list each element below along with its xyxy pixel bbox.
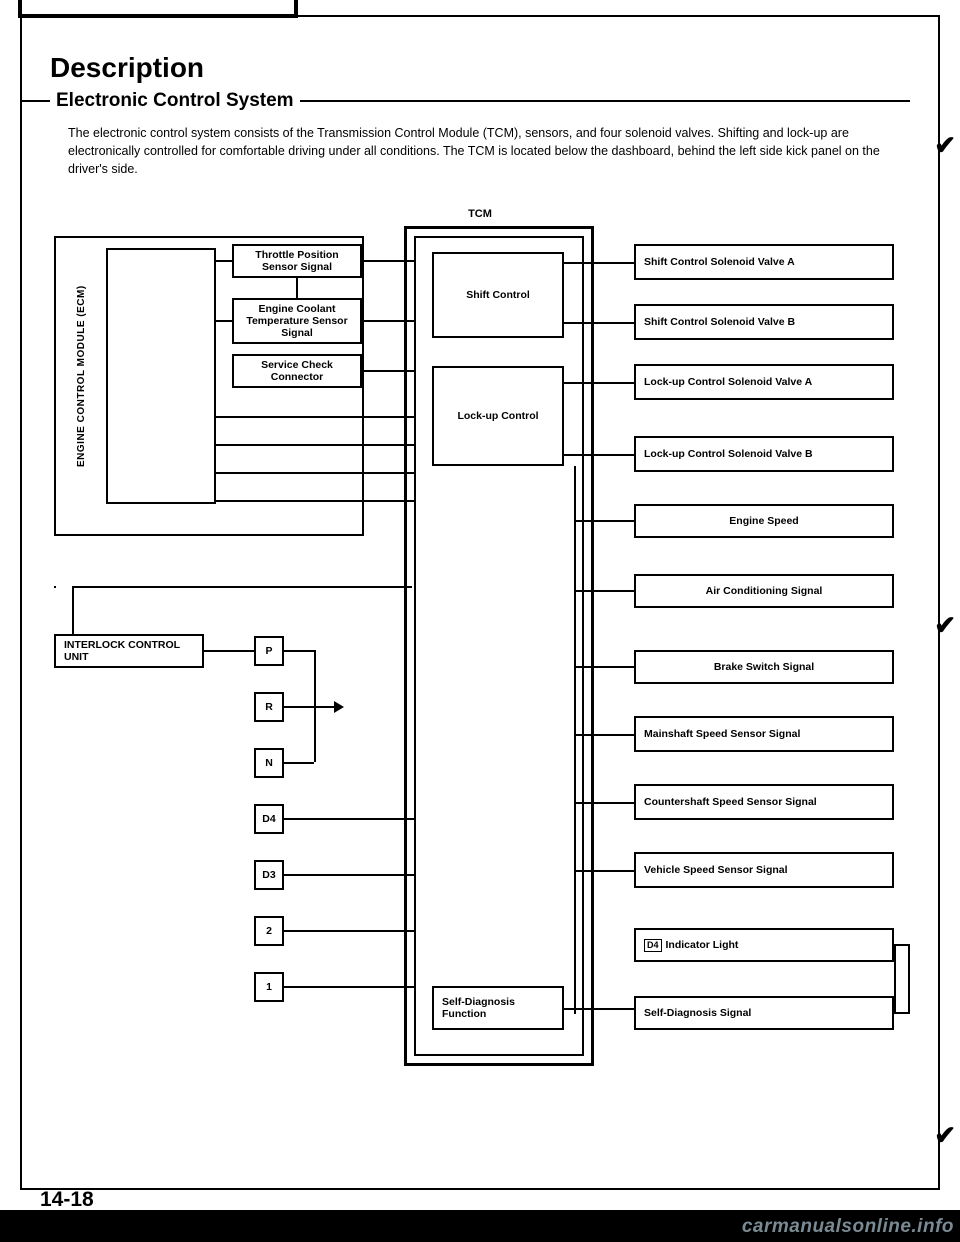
throttle-box: Throttle Position Sensor Signal xyxy=(232,244,362,278)
d4-light-label: Indicator Light xyxy=(666,939,739,951)
wire xyxy=(72,586,412,588)
description-text: The electronic control system consists o… xyxy=(68,124,906,178)
out-d4-light: D4 Indicator Light xyxy=(634,928,894,962)
wire xyxy=(216,320,232,322)
rule-line xyxy=(300,100,910,102)
wire xyxy=(574,666,634,668)
wire xyxy=(284,930,414,932)
stub xyxy=(54,586,56,588)
service-box: Service Check Connector xyxy=(232,354,362,388)
out-countershaft: Countershaft Speed Sensor Signal xyxy=(634,784,894,820)
page-frame: Description Electronic Control System Th… xyxy=(20,15,940,1190)
page-title: Description xyxy=(50,52,910,84)
out-brake: Brake Switch Signal xyxy=(634,650,894,684)
wire xyxy=(216,260,232,262)
wire xyxy=(296,278,298,298)
block-diagram: ENGINE CONTROL MODULE (ECM) Throttle Pos… xyxy=(54,226,914,1096)
checkmark-icon: ✔ xyxy=(934,1120,956,1151)
wire xyxy=(284,986,414,988)
checkmark-icon: ✔ xyxy=(934,610,956,641)
gear-d3: D3 xyxy=(254,860,284,890)
out-vss: Vehicle Speed Sensor Signal xyxy=(634,852,894,888)
gear-d4: D4 xyxy=(254,804,284,834)
out-lock-a: Lock-up Control Solenoid Valve A xyxy=(634,364,894,400)
wire xyxy=(574,590,634,592)
tcm-header: TCM xyxy=(50,208,910,220)
out-shift-a: Shift Control Solenoid Valve A xyxy=(634,244,894,280)
gear-n: N xyxy=(254,748,284,778)
gear-p: P xyxy=(254,636,284,666)
shift-control-box: Shift Control xyxy=(432,252,564,338)
wire xyxy=(574,520,634,522)
wire xyxy=(216,500,414,502)
out-self-diag: Self-Diagnosis Signal xyxy=(634,996,894,1030)
wire xyxy=(564,262,634,264)
watermark: carmanualsonline.info xyxy=(742,1216,954,1238)
bracket xyxy=(894,944,908,946)
ecm-inner-box xyxy=(106,248,216,504)
tcm-inner xyxy=(414,236,584,1056)
out-lock-b: Lock-up Control Solenoid Valve B xyxy=(634,436,894,472)
wire xyxy=(574,734,634,736)
wire xyxy=(284,706,314,708)
wire xyxy=(574,802,634,804)
d4-badge: D4 xyxy=(644,939,662,951)
out-ac: Air Conditioning Signal xyxy=(634,574,894,608)
wire xyxy=(284,818,414,820)
wire xyxy=(216,444,414,446)
wire xyxy=(284,650,314,652)
selfdiag-box: Self-Diagnosis Function xyxy=(432,986,564,1030)
out-mainshaft: Mainshaft Speed Sensor Signal xyxy=(634,716,894,752)
wire xyxy=(284,874,414,876)
bracket xyxy=(894,1012,908,1014)
wire xyxy=(564,1008,634,1010)
ecm-label: ENGINE CONTROL MODULE (ECM) xyxy=(76,266,92,486)
arrow-icon xyxy=(334,701,344,713)
wire xyxy=(564,454,634,456)
wire xyxy=(564,322,634,324)
out-shift-b: Shift Control Solenoid Valve B xyxy=(634,304,894,340)
interlock-box: INTERLOCK CONTROL UNIT xyxy=(54,634,204,668)
gear-2: 2 xyxy=(254,916,284,946)
bracket xyxy=(908,944,910,1014)
gear-r: R xyxy=(254,692,284,722)
wire xyxy=(284,762,314,764)
wire xyxy=(564,382,634,384)
rule-pre xyxy=(34,100,50,102)
wire xyxy=(216,472,414,474)
coolant-box: Engine Coolant Temperature Sensor Signal xyxy=(232,298,362,344)
lockup-control-box: Lock-up Control xyxy=(432,366,564,466)
wire xyxy=(216,416,414,418)
section-title: Electronic Control System xyxy=(50,90,300,112)
wire xyxy=(204,650,254,652)
bracket xyxy=(894,944,896,1014)
out-engine-speed: Engine Speed xyxy=(634,504,894,538)
bus xyxy=(574,466,576,1014)
checkmark-icon: ✔ xyxy=(934,130,956,161)
section-header: Electronic Control System xyxy=(50,90,910,112)
rule-stub xyxy=(22,100,34,102)
gear-1: 1 xyxy=(254,972,284,1002)
wire xyxy=(574,870,634,872)
page-number: 14-18 xyxy=(40,1188,94,1212)
